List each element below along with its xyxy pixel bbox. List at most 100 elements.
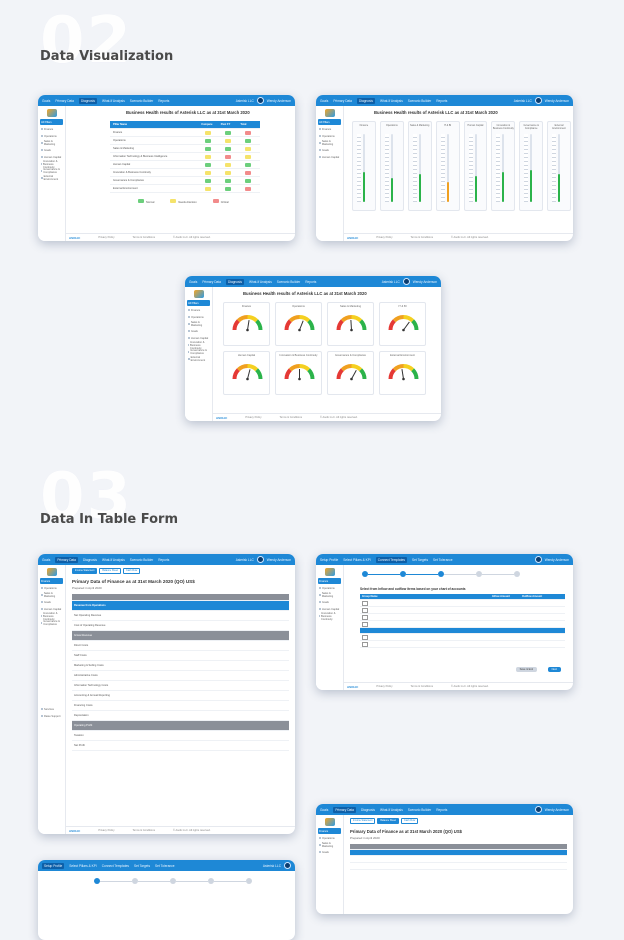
tab-cashflow[interactable]: Cash Flow — [400, 818, 419, 824]
sidebar-item-operations[interactable]: Operations — [187, 314, 210, 320]
avatar[interactable] — [284, 862, 291, 869]
terms-link[interactable]: Terms & Conditions — [132, 829, 156, 832]
table-row[interactable]: Governance & Compliance — [110, 177, 260, 185]
step-dot[interactable] — [438, 571, 444, 577]
company-name[interactable]: Asterisk LLC — [262, 863, 281, 868]
privacy-link[interactable]: Privacy Policy — [98, 236, 115, 239]
sidebar-item-innovation[interactable]: Innovation & Business Continuity — [187, 341, 210, 350]
tab-balance[interactable]: Balance Sheet — [377, 818, 399, 824]
sidebar-item-innovation[interactable]: Innovation & Business Continuity — [318, 612, 341, 621]
user-name[interactable]: Wendy Anderson — [544, 807, 569, 812]
step-dot[interactable] — [208, 878, 214, 884]
privacy-link[interactable]: Privacy Policy — [245, 416, 262, 419]
nav-what-if[interactable]: What-If Analysis — [101, 98, 125, 103]
user-name[interactable]: Wendy Anderson — [412, 279, 437, 284]
sidebar-item-services[interactable]: Services — [40, 706, 63, 712]
nav-set-targets[interactable]: Set Targets — [411, 557, 429, 562]
sidebar-item-goals[interactable]: Goals — [187, 328, 210, 334]
avatar[interactable] — [256, 556, 264, 563]
table-row[interactable]: Accounting & Annual Reporting — [72, 691, 289, 701]
nav-diagnosis[interactable]: Diagnosis — [225, 278, 244, 285]
sidebar-item-goals[interactable]: Goals — [318, 147, 341, 153]
nav-what-if[interactable]: What-If Analysis — [379, 807, 403, 812]
table-row[interactable]: Gross Revenue — [72, 631, 289, 641]
table-row[interactable]: Administrative Costs — [72, 671, 289, 681]
nav-goals[interactable]: Goals — [320, 98, 329, 103]
nav-reports[interactable]: Reports — [158, 98, 170, 103]
sidebar-item-governance[interactable]: Governance & Compliance — [40, 620, 63, 626]
nav-primary-data[interactable]: Primary Data — [55, 556, 78, 563]
sidebar-item-external[interactable]: External Environment — [40, 175, 63, 181]
table-row[interactable] — [360, 614, 565, 621]
row-checkbox[interactable] — [362, 614, 368, 620]
sidebar-item-sales[interactable]: Sales & Marketing — [318, 842, 341, 848]
table-row[interactable]: Financing Costs — [72, 701, 289, 711]
step-dot[interactable] — [362, 571, 368, 577]
step-dot[interactable] — [132, 878, 138, 884]
user-name[interactable]: Wendy Anderson — [544, 98, 569, 103]
nav-set-tolerance[interactable]: Set Tolerance — [155, 863, 175, 868]
table-row[interactable]: Staff Costs — [72, 651, 289, 661]
sidebar-item-finance[interactable]: Finance — [40, 126, 63, 132]
nav-setup-profile[interactable]: Setup Profile — [42, 862, 65, 869]
avatar[interactable] — [402, 278, 410, 285]
sidebar-item-support[interactable]: Raise Support — [40, 713, 63, 719]
table-row[interactable]: Taxation — [72, 731, 289, 741]
terms-link[interactable]: Terms & Conditions — [410, 685, 434, 688]
nav-set-targets[interactable]: Set Targets — [133, 863, 151, 868]
company-name[interactable]: Asterisk LLC — [235, 98, 254, 103]
nav-reports[interactable]: Reports — [436, 807, 448, 812]
table-row[interactable] — [350, 856, 567, 863]
user-name[interactable]: Wendy Anderson — [266, 98, 291, 103]
table-row[interactable]: Information Technology Costs — [72, 681, 289, 691]
sidebar-item-human-capital[interactable]: Human Capital — [40, 154, 63, 160]
privacy-link[interactable]: Privacy Policy — [376, 236, 393, 239]
nav-goals[interactable]: Goals — [42, 557, 51, 562]
privacy-link[interactable]: Privacy Policy — [98, 829, 115, 832]
sidebar-item-innovation[interactable]: Innovation & Business Continuity — [40, 160, 63, 169]
table-row[interactable] — [360, 634, 565, 641]
row-checkbox[interactable] — [362, 621, 368, 627]
avatar[interactable] — [534, 806, 542, 813]
company-name[interactable]: Asterisk LLC — [235, 557, 254, 562]
user-name[interactable]: Wendy Anderson — [266, 557, 291, 562]
sidebar-item-operations[interactable]: Operations — [318, 133, 341, 139]
sidebar-item-finance[interactable]: Finance — [40, 578, 63, 584]
nav-goals[interactable]: Goals — [42, 98, 51, 103]
sidebar-item-sales[interactable]: Sales & Marketing — [40, 140, 63, 146]
sidebar-item-sales[interactable]: Sales & Marketing — [187, 321, 210, 327]
nav-diagnosis[interactable]: Diagnosis — [360, 807, 375, 812]
table-row[interactable] — [360, 621, 565, 628]
sidebar-item-goals[interactable]: Goals — [40, 599, 63, 605]
row-checkbox[interactable] — [362, 600, 368, 606]
table-row[interactable]: Sales & Marketing — [110, 145, 260, 153]
terms-link[interactable]: Terms & Conditions — [132, 236, 156, 239]
nav-primary-data[interactable]: Primary Data — [202, 279, 221, 284]
sidebar-item-human-capital[interactable]: Human Capital — [40, 606, 63, 612]
table-row[interactable]: Operating Profit — [72, 721, 289, 731]
user-name[interactable]: Wendy Anderson — [544, 557, 569, 562]
table-row[interactable]: Revenue from Operations — [72, 601, 289, 611]
nav-reports[interactable]: Reports — [436, 98, 448, 103]
sidebar-item-governance[interactable]: Governance & Compliance — [40, 168, 63, 174]
company-name[interactable]: Asterisk LLC — [513, 98, 532, 103]
save-exit-button[interactable]: Save & Exit — [515, 667, 537, 672]
sidebar-item-governance[interactable]: Governance & Compliance — [187, 349, 210, 355]
nav-reports[interactable]: Reports — [158, 557, 170, 562]
nav-primary-data[interactable]: Primary Data — [333, 98, 352, 103]
sidebar-item-finance[interactable]: Finance — [318, 126, 341, 132]
sidebar-item-operations[interactable]: Operations — [318, 585, 341, 591]
sidebar-item-all-pillars[interactable]: All Pillars — [40, 119, 63, 125]
nav-connect-templates[interactable]: Connect Templates — [375, 556, 407, 563]
terms-link[interactable]: Terms & Conditions — [410, 236, 434, 239]
nav-scenario[interactable]: Scenario Builder — [129, 98, 154, 103]
privacy-link[interactable]: Privacy Policy — [376, 685, 393, 688]
table-row[interactable]: External Environment — [110, 185, 260, 193]
step-dot[interactable] — [94, 878, 100, 884]
nav-goals[interactable]: Goals — [189, 279, 198, 284]
table-row[interactable]: Depreciation — [72, 711, 289, 721]
table-row[interactable]: Finance — [110, 129, 260, 137]
sidebar-item-finance[interactable]: Finance — [187, 307, 210, 313]
sidebar-item-finance[interactable]: Finance — [318, 578, 341, 584]
sidebar-item-sales[interactable]: Sales & Marketing — [318, 592, 341, 598]
